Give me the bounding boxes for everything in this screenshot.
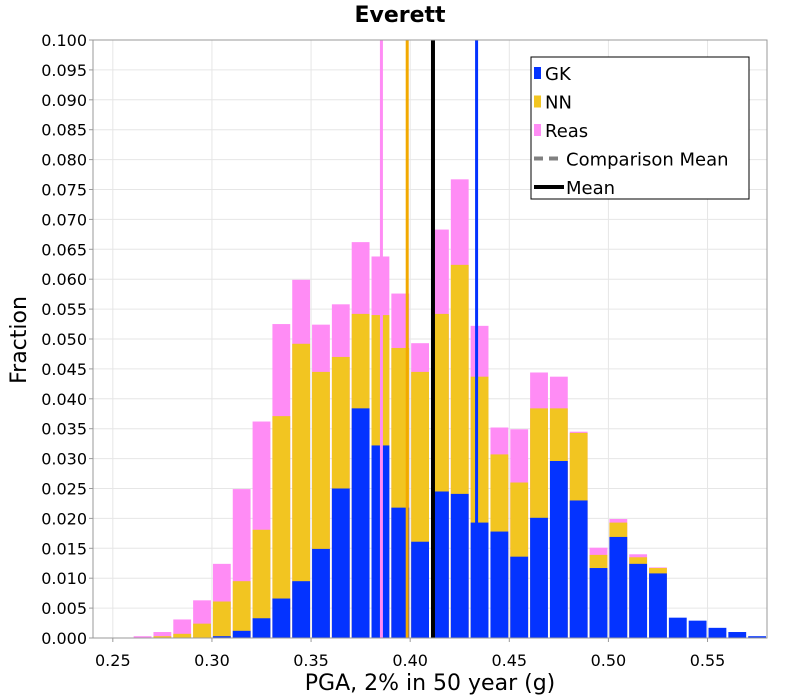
x-tick-label: 0.45 (491, 651, 527, 670)
y-tick-label: 0.000 (41, 629, 87, 648)
y-tick-label: 0.050 (41, 330, 87, 349)
legend-label-gk: GK (545, 64, 572, 85)
bar-nn (193, 623, 211, 638)
bar-gk (272, 598, 291, 638)
legend-swatch-reas (534, 124, 541, 136)
x-tick-label: 0.55 (690, 651, 726, 670)
bar-gk (589, 568, 608, 638)
bar-gk (748, 636, 766, 638)
bar-nn (292, 343, 311, 638)
y-tick-label: 0.030 (41, 450, 87, 469)
bar-gk (431, 491, 449, 638)
bar-nn (212, 601, 231, 638)
legend-swatch-gk (534, 67, 541, 79)
bar-gk (292, 581, 311, 638)
bar-gk (728, 632, 747, 638)
bar-gk (549, 460, 568, 638)
bar-gk (649, 573, 667, 638)
bar-gk (252, 618, 271, 638)
x-axis-label: PGA, 2% in 50 year (g) (305, 671, 556, 696)
y-tick-label: 0.045 (41, 360, 87, 379)
y-tick-label: 0.005 (41, 599, 87, 618)
bar-nn (173, 633, 192, 638)
series-gk-bars (212, 408, 766, 638)
bar-reas (133, 636, 152, 638)
bar-nn (252, 529, 271, 638)
bar-nn (232, 581, 251, 638)
y-tick-label: 0.060 (41, 270, 87, 289)
legend-label-comparison-mean: Comparison Mean (566, 150, 729, 171)
x-axis-ticks: 0.25 0.30 0.35 0.40 0.45 0.50 0.55 (95, 638, 725, 670)
x-tick-label: 0.35 (293, 651, 329, 670)
legend-swatch-nn (534, 95, 541, 108)
bar-nn (153, 636, 172, 638)
histogram-bars (133, 179, 766, 639)
bar-nn (272, 416, 291, 638)
bar-gk (470, 522, 489, 638)
legend-box (530, 56, 750, 200)
y-axis-label: Fraction (7, 296, 32, 384)
bar-gk (450, 493, 469, 638)
bar-reas (173, 619, 192, 638)
x-tick-label: 0.25 (95, 651, 131, 670)
bar-gk (312, 548, 330, 638)
y-tick-label: 0.065 (41, 240, 87, 259)
bar-gk (609, 536, 628, 638)
y-tick-label: 0.055 (41, 300, 87, 319)
bar-gk (629, 563, 648, 638)
bar-gk (411, 541, 429, 638)
x-tick-label: 0.40 (392, 651, 428, 670)
y-tick-label: 0.020 (41, 509, 87, 528)
y-axis-ticks: 0.000 0.005 0.010 0.015 0.020 0.025 0.030 0.035… (41, 31, 93, 648)
legend: GK NN Reas Comparison Mean Mean (530, 56, 750, 200)
bar-gk (331, 488, 350, 638)
legend-label-nn: NN (545, 93, 572, 114)
bar-gk (708, 627, 727, 638)
bar-gk (688, 620, 707, 638)
x-tick-label: 0.50 (591, 651, 627, 670)
bar-gk (569, 500, 588, 638)
bar-gk (351, 408, 370, 638)
y-tick-label: 0.070 (41, 210, 87, 229)
legend-label-mean: Mean (566, 178, 615, 199)
grid (93, 39, 767, 639)
y-tick-label: 0.100 (41, 31, 87, 50)
bar-gk (391, 507, 410, 638)
chart-title: Everett (354, 3, 446, 28)
bar-gk (232, 630, 251, 638)
bar-gk (510, 556, 529, 638)
bar-reas (153, 632, 172, 638)
y-tick-label: 0.015 (41, 539, 87, 558)
x-tick-label: 0.30 (194, 651, 230, 670)
bar-gk (212, 636, 231, 638)
y-tick-label: 0.095 (41, 61, 87, 80)
y-tick-label: 0.085 (41, 121, 87, 140)
bar-gk (530, 517, 548, 638)
y-tick-label: 0.040 (41, 390, 87, 409)
legend-label-reas: Reas (545, 121, 588, 142)
y-tick-label: 0.080 (41, 151, 87, 170)
y-tick-label: 0.025 (41, 480, 87, 499)
y-tick-label: 0.035 (41, 420, 87, 439)
y-tick-label: 0.010 (41, 569, 87, 588)
y-tick-label: 0.090 (41, 91, 87, 110)
vertical-marker-lines (379, 40, 479, 638)
bar-gk (490, 531, 509, 638)
y-tick-label: 0.075 (41, 181, 87, 200)
bar-gk (668, 617, 687, 638)
